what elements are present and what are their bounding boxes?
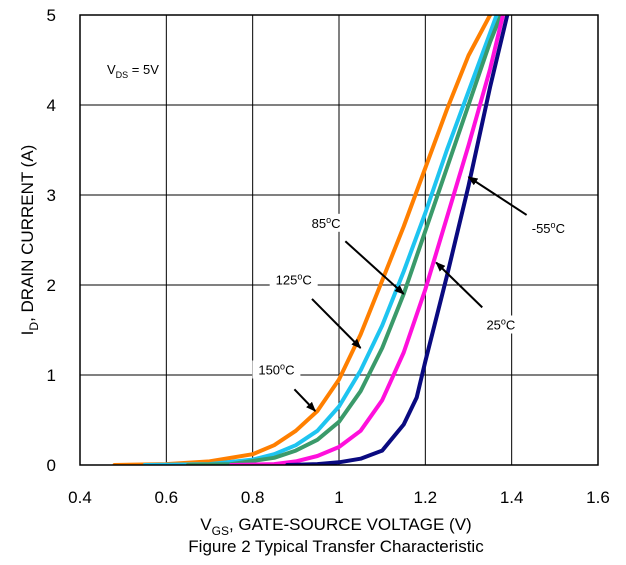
y-tick-label: 0 (47, 456, 56, 475)
x-tick-label: 0.8 (241, 488, 265, 507)
annotation-arrow (311, 298, 362, 349)
x-tick-label: 0.6 (155, 488, 179, 507)
annotation-label-bg (252, 360, 301, 379)
annotations: 150oC 125oC 85oC 25oC -55oC (252, 176, 573, 412)
series-line (229, 15, 505, 465)
x-tick-label: 0.4 (68, 488, 92, 507)
annotation-arrow (344, 240, 405, 295)
annotation-label: 25oC (486, 317, 515, 333)
y-axis-label: ID, DRAIN CURRENT (A) (18, 145, 41, 336)
series-line (285, 15, 510, 465)
annotation-label: 150oC (258, 362, 294, 378)
annotation-arrow (435, 261, 483, 309)
chart-title: Figure 2 Typical Transfer Characteristic (188, 537, 484, 556)
annotation-label: -55oC (532, 220, 565, 236)
x-tick-label: 1 (334, 488, 343, 507)
annotation-label-bg (302, 213, 351, 232)
series-line (112, 15, 493, 465)
x-tick-label: 1.6 (586, 488, 610, 507)
annotation-arrow (467, 176, 528, 216)
x-tick-label: 1.4 (500, 488, 524, 507)
grid (79, 14, 599, 466)
annotation-label: 85oC (312, 215, 341, 231)
annotation-label-bg (524, 219, 573, 238)
y-tick-label: 4 (47, 96, 56, 115)
y-tick-label: 3 (47, 186, 56, 205)
y-tick-label: 5 (47, 6, 56, 25)
annotation-label: 125oC (276, 272, 312, 288)
plot-frame (79, 14, 599, 466)
series-group (112, 15, 510, 465)
annotation-arrow (293, 388, 316, 412)
y-tick-label: 1 (47, 366, 56, 385)
tick-labels: 0.4 0.6 0.8 1 1.2 1.4 1.6 0 1 2 3 4 5 (47, 6, 610, 507)
y-tick-label: 2 (47, 276, 56, 295)
x-axis-label: VGS, GATE-SOURCE VOLTAGE (V) (200, 515, 471, 538)
annotation-label-bg (476, 315, 525, 334)
series-line (185, 15, 503, 465)
series-line (142, 15, 499, 465)
condition-label: VDS = 5V (107, 62, 159, 80)
annotation-label-bg (269, 270, 318, 289)
x-tick-label: 1.2 (414, 488, 438, 507)
